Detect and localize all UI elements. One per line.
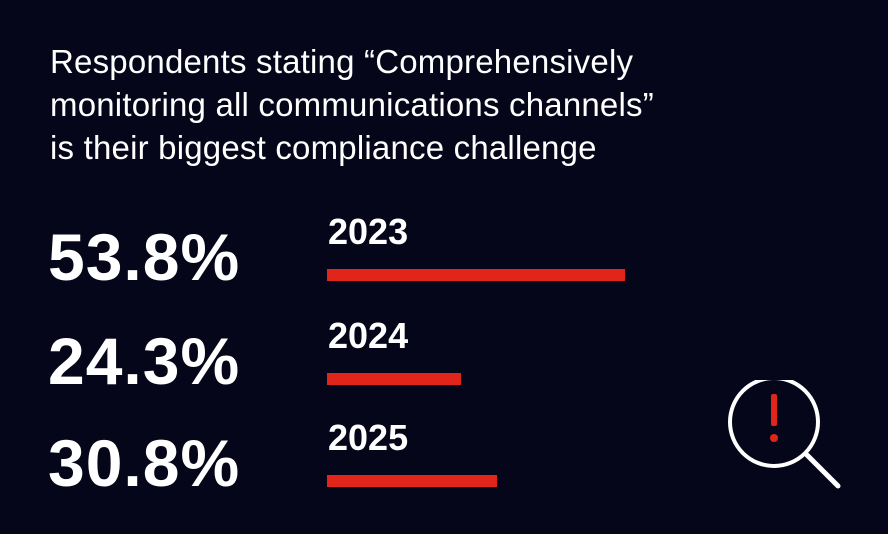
bar [327, 269, 625, 281]
bar-row-2025: 30.8% 2025 [0, 418, 700, 518]
bar [327, 373, 461, 385]
bar-row-2024: 24.3% 2024 [0, 316, 700, 416]
value-label: 53.8% [48, 220, 241, 294]
title-line-3: is their biggest compliance challenge [50, 129, 597, 166]
value-label: 30.8% [48, 426, 241, 500]
chart-title: Respondents stating “Comprehensively mon… [50, 40, 830, 169]
bar-row-2023: 53.8% 2023 [0, 212, 700, 312]
category-label: 2023 [328, 211, 409, 252]
bar [327, 475, 497, 487]
category-label: 2025 [328, 417, 409, 458]
value-label: 24.3% [48, 324, 241, 398]
magnifier-exclamation-icon [728, 380, 841, 489]
title-line-2: monitoring all communications channels” [50, 86, 654, 123]
category-label: 2024 [328, 315, 409, 356]
title-line-1: Respondents stating “Comprehensively [50, 43, 634, 80]
